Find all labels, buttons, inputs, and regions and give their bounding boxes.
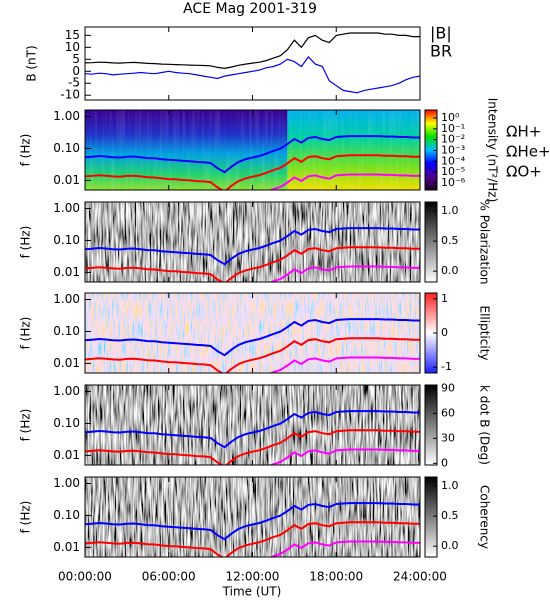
colorbar-tick-label: 1 bbox=[441, 292, 448, 305]
colorbar-tick-label: 0.0 bbox=[441, 539, 459, 552]
y-tick-label: 1.00 bbox=[53, 384, 80, 398]
colorbar-tick-label: 10⁻⁴ bbox=[441, 154, 466, 167]
gyro-line bbox=[268, 356, 420, 373]
y-axis-label: f (Hz) bbox=[19, 317, 33, 350]
y-tick-label: 10 bbox=[65, 40, 80, 54]
colorbar-tick-label: 30 bbox=[441, 431, 455, 444]
y-tick-label: 0.01 bbox=[53, 265, 80, 279]
colorbar-tick-label: 10⁰ bbox=[441, 111, 460, 124]
legend-label: ΩHe+ bbox=[506, 143, 550, 161]
y-tick-label: 0.10 bbox=[53, 508, 80, 522]
colorbar-label: % Polarization bbox=[478, 200, 492, 285]
colorbar-tick-label: 10⁻¹ bbox=[441, 122, 465, 135]
colorbar-tick-label: 1.0 bbox=[441, 479, 459, 492]
colorbar-tick-label: 0 bbox=[441, 326, 448, 339]
spectrogram-texture bbox=[85, 110, 420, 190]
y-tick-label: 0.10 bbox=[53, 416, 80, 430]
colorbar bbox=[424, 384, 438, 466]
spectrogram-bg bbox=[85, 202, 420, 282]
y-tick-label: 1.00 bbox=[53, 292, 80, 306]
legend-label: ΩO+ bbox=[506, 163, 542, 181]
legend-label: ΩH+ bbox=[506, 123, 541, 141]
y-tick-label: 1.00 bbox=[53, 201, 80, 215]
legend-label: |B| bbox=[430, 24, 452, 43]
gyro-line bbox=[268, 448, 420, 465]
y-tick-label: -5 bbox=[68, 76, 80, 90]
colorbar-tick-label: 10⁻² bbox=[441, 133, 465, 146]
data-line bbox=[85, 32, 420, 70]
y-axis-label: f (Hz) bbox=[19, 134, 33, 167]
gyro-line bbox=[85, 318, 420, 357]
y-tick-label: 0.01 bbox=[53, 540, 80, 554]
y-tick-label: -10 bbox=[60, 88, 80, 102]
chart-title: ACE Mag 2001-319 bbox=[183, 1, 317, 17]
colorbar-tick-label: 0.0 bbox=[441, 264, 459, 277]
spectrogram-bg bbox=[85, 385, 420, 465]
y-axis-label: f (Hz) bbox=[19, 226, 33, 259]
y-axis-label: f (Hz) bbox=[19, 409, 33, 442]
colorbar-label: k dot B (Deg) bbox=[478, 385, 492, 465]
gyro-line bbox=[85, 429, 420, 465]
colorbar bbox=[424, 476, 438, 558]
gyro-line bbox=[268, 173, 420, 190]
x-axis-label: Time (UT) bbox=[222, 585, 282, 599]
data-line bbox=[85, 55, 420, 94]
gyro-line bbox=[85, 246, 420, 282]
colorbar-tick-label: 10⁻³ bbox=[441, 143, 465, 156]
y-tick-label: 1.00 bbox=[53, 476, 80, 490]
colorbar-tick-label: 1.0 bbox=[441, 204, 459, 217]
y-tick-label: 1.00 bbox=[53, 109, 80, 123]
legend-label: BR bbox=[430, 42, 452, 61]
colorbar-tick-label: 10⁻⁶ bbox=[441, 176, 466, 189]
gyro-line bbox=[85, 337, 420, 373]
y-tick-label: 0.10 bbox=[53, 141, 80, 155]
colorbar-tick-label: -1 bbox=[441, 360, 452, 373]
x-tick-label: 06:00:00 bbox=[142, 570, 196, 584]
colorbar-label: Intensity (nT²/Hz) bbox=[486, 98, 500, 203]
x-tick-label: 12:00:00 bbox=[226, 570, 280, 584]
y-tick-label: 5 bbox=[72, 52, 80, 66]
x-tick-label: 18:00:00 bbox=[309, 570, 363, 584]
gyro-line bbox=[85, 135, 420, 174]
y-tick-label: 0.01 bbox=[53, 356, 80, 370]
x-tick-label: 24:00:00 bbox=[393, 570, 447, 584]
gyro-line bbox=[85, 410, 420, 449]
colorbar bbox=[424, 201, 438, 283]
y-tick-label: 15 bbox=[65, 28, 80, 42]
colorbar-tick-label: 60 bbox=[441, 406, 455, 419]
y-tick-label: 0.10 bbox=[53, 233, 80, 247]
colorbar-tick-label: 10⁻⁵ bbox=[441, 165, 465, 178]
y-tick-label: 0.01 bbox=[53, 173, 80, 187]
gyro-line bbox=[85, 227, 420, 266]
gyro-line bbox=[85, 154, 420, 190]
y-axis-label: B (nT) bbox=[25, 45, 39, 81]
gyro-line bbox=[85, 502, 420, 541]
colorbar-tick-label: 90 bbox=[441, 381, 455, 394]
colorbar-tick-label: 0 bbox=[441, 456, 448, 469]
gyro-line bbox=[268, 540, 420, 557]
spectrogram-bg bbox=[85, 293, 420, 373]
colorbar-label: Coherency bbox=[478, 485, 492, 549]
gyro-line bbox=[268, 265, 420, 282]
colorbar-label: Ellipticity bbox=[478, 306, 492, 361]
y-tick-label: 0.01 bbox=[53, 448, 80, 462]
colorbar-tick-label: 0.5 bbox=[441, 509, 459, 522]
spectrogram-bg bbox=[85, 477, 420, 557]
x-tick-label: 00:00:00 bbox=[58, 570, 112, 584]
gyro-line bbox=[85, 521, 420, 557]
y-tick-label: 0.10 bbox=[53, 324, 80, 338]
y-axis-label: f (Hz) bbox=[19, 501, 33, 534]
colorbar-tick-label: 0.5 bbox=[441, 234, 459, 247]
y-tick-label: 0 bbox=[72, 64, 80, 78]
